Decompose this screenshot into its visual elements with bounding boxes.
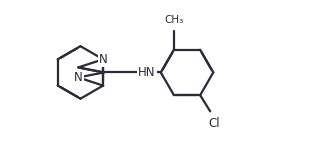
Text: HN: HN: [138, 66, 156, 79]
Text: N: N: [99, 53, 108, 66]
Text: CH₃: CH₃: [164, 14, 184, 25]
Text: N: N: [74, 71, 83, 84]
Text: Cl: Cl: [209, 117, 220, 130]
